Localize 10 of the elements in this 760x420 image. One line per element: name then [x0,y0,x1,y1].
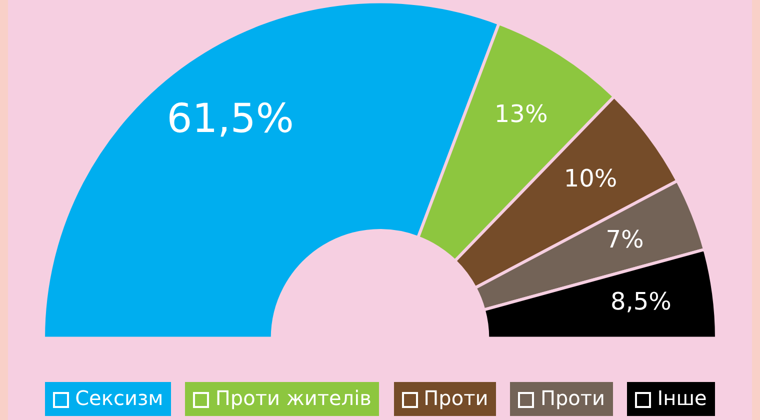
data-label: 13% [494,100,548,128]
legend-label: Інше [657,386,707,410]
legend-label: Проти [424,386,488,410]
legend-label: Проти жителів [215,386,372,410]
legend-label: Сексизм [75,386,164,410]
legend-label: Проти [540,386,606,410]
data-label: 8,5% [610,287,672,316]
data-label: 10% [564,164,618,192]
data-label: 7% [606,226,644,254]
data-label: 61,5% [166,96,294,142]
